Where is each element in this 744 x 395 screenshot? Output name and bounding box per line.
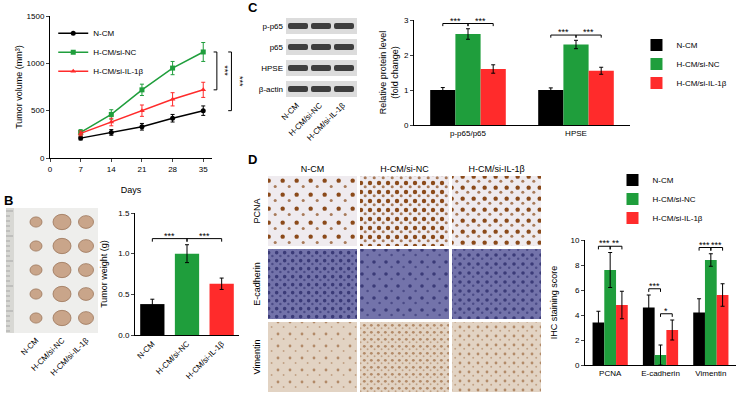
- svg-text:Vimentin: Vimentin: [252, 340, 262, 375]
- svg-text:***: ***: [199, 231, 210, 241]
- svg-text:H-CM/si-IL-1β: H-CM/si-IL-1β: [305, 101, 347, 143]
- svg-text:N-CM: N-CM: [653, 176, 674, 185]
- svg-text:***: ***: [450, 16, 461, 26]
- svg-text:H-CM/si-IL-1β: H-CM/si-IL-1β: [49, 336, 91, 378]
- html-text:A: A: [4, 0, 14, 15]
- svg-text:HPSE: HPSE: [261, 64, 283, 73]
- svg-text:H-CM/si-NC: H-CM/si-NC: [380, 164, 429, 174]
- svg-text:H-CM/si-IL-1β: H-CM/si-IL-1β: [676, 79, 726, 88]
- svg-text:H-CM/si-NC: H-CM/si-NC: [676, 60, 719, 69]
- svg-text:p65: p65: [270, 43, 284, 52]
- svg-text:**: **: [612, 238, 620, 248]
- svg-text:N-CM: N-CM: [19, 336, 40, 357]
- svg-text:7: 7: [78, 165, 83, 174]
- svg-text:1.0: 1.0: [118, 249, 130, 258]
- svg-text:0: 0: [575, 361, 580, 370]
- svg-text:10: 10: [570, 236, 579, 245]
- svg-text:500: 500: [31, 106, 45, 115]
- svg-text:E-cadherin: E-cadherin: [641, 369, 680, 378]
- svg-text:E-cadherin: E-cadherin: [252, 262, 262, 306]
- svg-text:***: ***: [599, 238, 610, 248]
- svg-text:N-CM: N-CM: [280, 101, 301, 122]
- svg-text:***: ***: [711, 240, 722, 250]
- svg-text:N-CM: N-CM: [676, 41, 697, 50]
- svg-text:H-CM/si-NC: H-CM/si-NC: [653, 195, 696, 204]
- svg-text:1.5: 1.5: [118, 209, 130, 218]
- svg-text:IHC staining score: IHC staining score: [549, 266, 559, 340]
- svg-text:Relative protein level(fold ch: Relative protein level(fold change): [378, 31, 400, 115]
- svg-text:0.5: 0.5: [118, 290, 130, 299]
- svg-text:2: 2: [404, 51, 409, 60]
- svg-text:p-p65/p65: p-p65/p65: [450, 129, 487, 138]
- svg-text:1000: 1000: [27, 59, 45, 68]
- svg-text:21: 21: [137, 165, 146, 174]
- svg-text:H-CM/si-IL-1β: H-CM/si-IL-1β: [468, 164, 524, 174]
- svg-text:35: 35: [199, 165, 208, 174]
- svg-text:***: ***: [164, 231, 175, 241]
- svg-text:H-CM/si-IL-1β: H-CM/si-IL-1β: [184, 339, 226, 381]
- svg-text:1: 1: [404, 86, 409, 95]
- svg-text:*: *: [664, 306, 668, 316]
- svg-text:6: 6: [575, 286, 580, 295]
- svg-text:H-CM/si-NC: H-CM/si-NC: [154, 339, 191, 376]
- svg-text:Vimentin: Vimentin: [695, 369, 726, 378]
- svg-text:0.0: 0.0: [118, 331, 130, 340]
- svg-text:H-CM/si-IL-1β: H-CM/si-IL-1β: [93, 67, 143, 76]
- svg-text:β-actin: β-actin: [259, 85, 283, 94]
- svg-text:3: 3: [404, 16, 409, 25]
- svg-text:Tumor volume (mm³): Tumor volume (mm³): [14, 45, 24, 129]
- svg-text:H-CM/si-IL-1β: H-CM/si-IL-1β: [653, 214, 703, 223]
- html-text:C: C: [248, 0, 258, 15]
- svg-text:H-CM/si-NC: H-CM/si-NC: [93, 48, 136, 57]
- svg-text:***: ***: [475, 16, 486, 26]
- svg-text:8: 8: [575, 261, 580, 270]
- svg-text:H-CM/si-NC: H-CM/si-NC: [287, 101, 324, 138]
- svg-text:0: 0: [40, 154, 45, 163]
- svg-text:2: 2: [575, 336, 580, 345]
- svg-text:N-CM: N-CM: [135, 339, 156, 360]
- svg-text:***: ***: [558, 27, 569, 37]
- svg-text:N-CM: N-CM: [93, 29, 114, 38]
- svg-text:4: 4: [575, 311, 580, 320]
- svg-text:28: 28: [168, 165, 177, 174]
- svg-text:***: ***: [235, 76, 245, 87]
- svg-text:H-CM/si-NC: H-CM/si-NC: [29, 336, 67, 373]
- svg-text:0: 0: [48, 165, 53, 174]
- svg-text:PCNA: PCNA: [599, 369, 622, 378]
- svg-text:p-p65: p-p65: [263, 22, 284, 31]
- svg-text:***: ***: [583, 27, 594, 37]
- svg-text:Days: Days: [121, 185, 142, 195]
- svg-text:HPSE: HPSE: [565, 129, 587, 138]
- svg-text:14: 14: [107, 165, 116, 174]
- svg-text:0: 0: [404, 121, 409, 130]
- svg-text:***: ***: [220, 65, 230, 76]
- html-text:D: D: [248, 152, 258, 167]
- svg-text:***: ***: [699, 240, 710, 250]
- svg-text:1500: 1500: [27, 12, 45, 21]
- svg-text:***: ***: [649, 281, 660, 291]
- html-text:B: B: [4, 193, 14, 208]
- svg-text:N-CM: N-CM: [301, 164, 325, 174]
- svg-text:PCNA: PCNA: [252, 198, 262, 223]
- svg-text:Tumor weight (g): Tumor weight (g): [99, 240, 109, 308]
